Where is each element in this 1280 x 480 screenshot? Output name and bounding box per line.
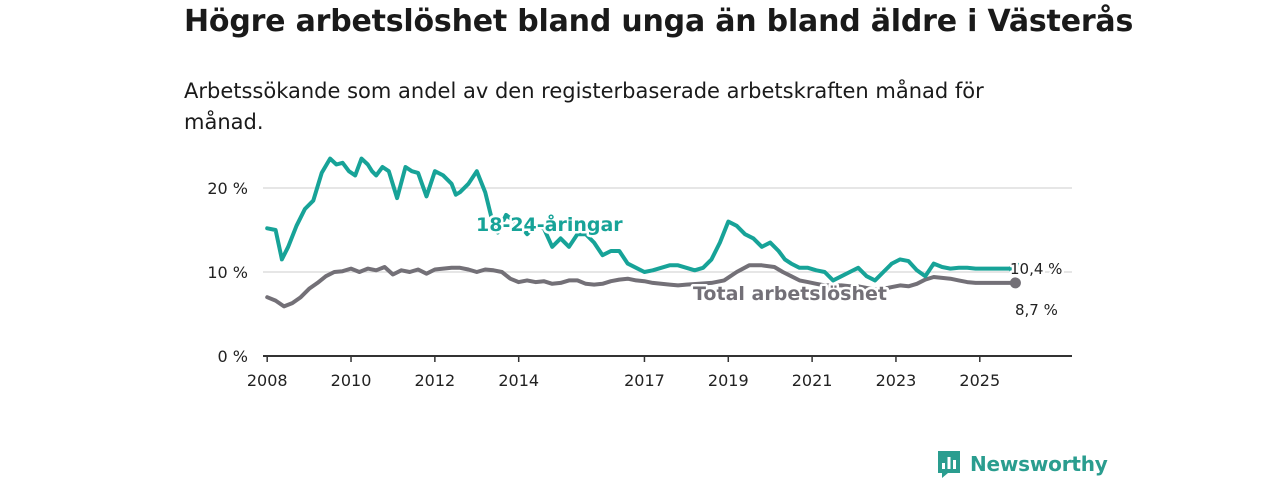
y-axis-tick-labels: 0 % 10 % 20 % <box>207 179 248 366</box>
total-series-label: Total arbetslöshet <box>693 283 887 305</box>
x-tick-label: 2023 <box>876 371 917 390</box>
total-end-value-label: 8,7 % <box>1015 301 1058 319</box>
youth-series-label-halo: 18-24-åringar <box>476 212 623 236</box>
x-axis-tick-labels: 2008 2010 2012 2014 2017 2019 2021 2023 2025 <box>247 371 1000 390</box>
bar-chart-speech-icon <box>938 451 960 478</box>
chart-subtitle: Arbetssökande som andel av den registerb… <box>184 79 984 134</box>
gridlines <box>263 187 1072 273</box>
youth-end-value-label: 10,4 % <box>1010 260 1062 278</box>
total-series-line <box>265 263 1018 309</box>
youth-series-label: 18-24-åringar <box>476 212 623 236</box>
youth-end-marker <box>1008 262 1022 276</box>
brand-name: Newsworthy <box>970 452 1108 476</box>
y-tick-label: 20 % <box>207 179 248 198</box>
x-tick-label: 2010 <box>331 371 372 390</box>
chart-title: Högre arbetslöshet bland unga än bland ä… <box>184 4 1134 39</box>
line-chart: 0 % 10 % 20 % 2008 2010 2012 2014 2017 2019 2021… <box>207 156 1072 390</box>
series-lines <box>265 156 1022 309</box>
x-tick-label: 2019 <box>708 371 749 390</box>
youth-series-line <box>265 156 1018 283</box>
youth-end-value-label-halo: 10,4 % <box>1010 260 1062 278</box>
total-series-label-halo: Total arbetslöshet <box>693 283 887 305</box>
x-tick-label: 2017 <box>624 371 665 390</box>
x-tick-label: 2014 <box>498 371 539 390</box>
x-axis <box>263 355 1072 362</box>
y-tick-label: 10 % <box>207 263 248 282</box>
x-tick-label: 2025 <box>959 371 1000 390</box>
total-end-marker <box>1009 277 1021 289</box>
x-tick-label: 2021 <box>792 371 833 390</box>
newsworthy-brand[interactable]: Newsworthy <box>936 448 1108 480</box>
y-tick-label: 0 % <box>218 347 248 366</box>
total-end-value-label-halo: 8,7 % <box>1015 301 1058 319</box>
x-tick-label: 2012 <box>415 371 456 390</box>
x-tick-label: 2008 <box>247 371 288 390</box>
